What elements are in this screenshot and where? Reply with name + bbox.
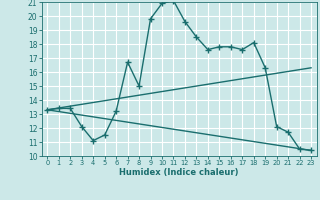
- X-axis label: Humidex (Indice chaleur): Humidex (Indice chaleur): [119, 168, 239, 177]
